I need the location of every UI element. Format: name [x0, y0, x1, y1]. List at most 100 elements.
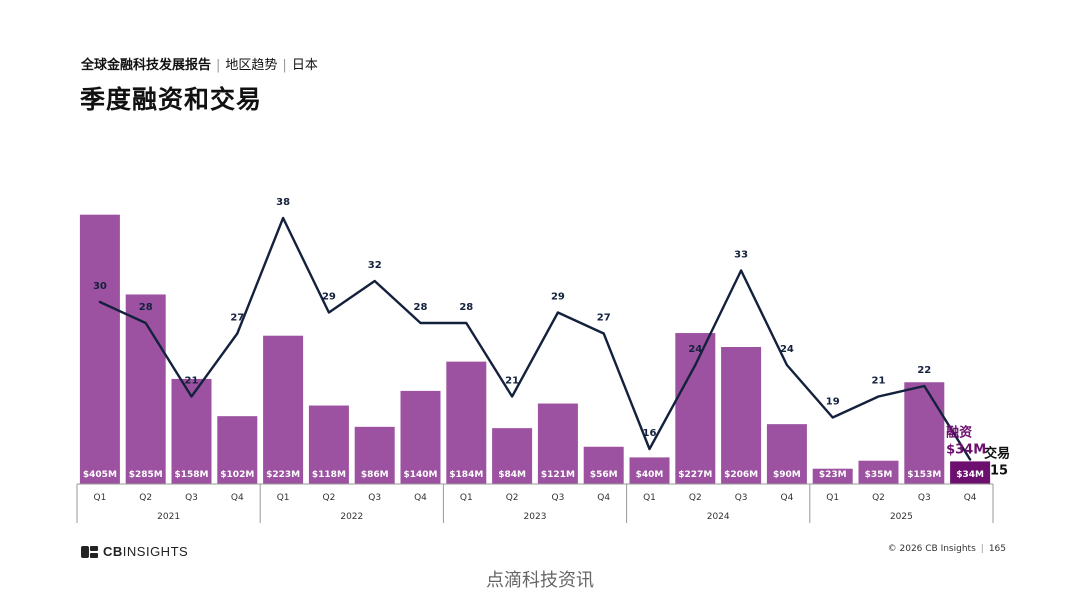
funding-bar	[354, 426, 395, 484]
funding-bar-label: $405M	[83, 470, 117, 480]
funding-bar-label: $86M	[361, 470, 389, 480]
quarter-tick-label: Q3	[185, 493, 198, 503]
funding-bar-label: $121M	[541, 470, 575, 480]
funding-bar-label: $140M	[403, 470, 437, 480]
footer-separator: |	[980, 544, 984, 554]
funding-bar	[79, 214, 120, 485]
funding-bar-label: $102M	[220, 470, 254, 480]
funding-series-name: 融资	[946, 424, 972, 440]
funding-bar	[812, 468, 853, 484]
funding-bar	[766, 424, 807, 484]
funding-bar	[629, 457, 670, 484]
funding-bar	[583, 446, 624, 484]
quarter-tick-label: Q2	[506, 493, 519, 503]
quarter-tick-label: Q4	[597, 493, 610, 503]
funding-bar	[308, 405, 349, 484]
quarter-tick-label: Q4	[780, 493, 793, 503]
funding-bar-label: $223M	[266, 470, 300, 480]
quarter-tick-label: Q4	[231, 493, 244, 503]
breadcrumb-separator: |	[282, 58, 287, 73]
quarter-tick-label: Q2	[322, 493, 335, 503]
report-name: 全球金融科技发展报告	[81, 58, 212, 73]
quarter-tick-label: Q3	[735, 493, 748, 503]
funding-bar	[904, 382, 945, 484]
quarter-tick-label: Q1	[93, 493, 106, 503]
year-tick-label: 2023	[524, 512, 547, 522]
deals-point-label: 24	[780, 344, 794, 355]
funding-bar-label: $90M	[773, 470, 801, 480]
page-title: 季度融资和交易	[80, 85, 263, 114]
deals-line	[98, 216, 972, 461]
brand-name: CBINSIGHTS	[103, 544, 189, 559]
deals-point-label: 33	[734, 250, 748, 261]
funding-bar	[217, 416, 258, 484]
breadcrumb: 全球金融科技发展报告 | 地区趋势 | 日本	[81, 54, 318, 73]
quarter-tick-label: Q2	[872, 493, 885, 503]
quarter-tick-label: Q1	[277, 493, 290, 503]
breadcrumb-separator: |	[216, 58, 221, 73]
funding-bar-label: $153M	[907, 470, 941, 480]
quarter-tick-label: Q4	[414, 493, 427, 503]
deals-point-label: 32	[368, 260, 382, 271]
deals-point-label: 19	[826, 397, 840, 408]
funding-bar	[721, 347, 762, 484]
copyright: © 2026 CB Insights	[887, 544, 976, 554]
deals-point-label: 27	[230, 313, 244, 324]
quarter-tick-label: Q1	[826, 493, 839, 503]
deals-point-label: 28	[414, 302, 428, 313]
quarter-tick-label: Q3	[551, 493, 564, 503]
funding-bar-label: $34M	[956, 470, 984, 480]
year-tick-label: 2022	[340, 512, 363, 522]
deals-point-label: 30	[93, 281, 107, 292]
deals-point-label: 28	[139, 302, 153, 313]
funding-bar-label: $227M	[678, 470, 712, 480]
quarter-tick-label: Q4	[964, 493, 977, 503]
deals-point-label: 21	[505, 376, 519, 387]
funding-bar	[858, 460, 899, 484]
year-tick-label: 2021	[157, 512, 180, 522]
deals-point-label: 29	[551, 292, 565, 303]
funding-bar	[125, 294, 166, 484]
funding-bar-label: $184M	[449, 470, 483, 480]
year-tick-label: 2024	[707, 512, 730, 522]
page-number: 165	[988, 544, 1006, 554]
deals-point-label: 21	[872, 376, 886, 387]
funding-last-value: $34M	[946, 442, 986, 457]
deals-point-label: 16	[643, 428, 657, 439]
funding-bar	[950, 461, 991, 484]
funding-bar-label: $56M	[590, 470, 618, 480]
funding-bar	[400, 390, 441, 484]
quarter-tick-label: Q1	[643, 493, 656, 503]
quarter-tick-label: Q1	[460, 493, 473, 503]
funding-bar	[675, 333, 716, 484]
quarter-tick-label: Q3	[368, 493, 381, 503]
funding-bar-label: $206M	[724, 470, 758, 480]
section-name: 地区趋势	[225, 58, 278, 73]
deals-series-name: 交易	[984, 446, 1010, 462]
quarter-tick-label: Q3	[918, 493, 931, 503]
funding-bar	[263, 335, 304, 484]
deals-point-label: 38	[276, 197, 290, 208]
funding-bar-label: $40M	[636, 470, 664, 480]
funding-bar-label: $23M	[819, 470, 847, 480]
quarter-tick-label: Q2	[689, 493, 702, 503]
funding-bar-label: $35M	[865, 470, 893, 480]
deals-last-value: 15	[990, 464, 1008, 479]
funding-bar	[492, 428, 533, 484]
watermark: 点滴科技资讯	[486, 570, 594, 591]
brand-logo: CBINSIGHTS	[81, 544, 188, 559]
footer-info: © 2026 CB Insights | 165	[888, 544, 1006, 554]
quarter-tick-label: Q2	[139, 493, 152, 503]
deals-point-label: 29	[322, 292, 336, 303]
cb-logo-icon	[81, 545, 98, 558]
year-tick-label: 2025	[890, 512, 913, 522]
region-name: 日本	[291, 58, 318, 73]
deals-point-label: 21	[185, 376, 199, 387]
funding-bar-label: $118M	[312, 470, 346, 480]
deals-point-label: 24	[688, 344, 702, 355]
deals-point-label: 27	[597, 313, 611, 324]
funding-bar	[446, 361, 487, 484]
funding-bar	[537, 403, 578, 484]
funding-bar-label: $158M	[174, 470, 208, 480]
